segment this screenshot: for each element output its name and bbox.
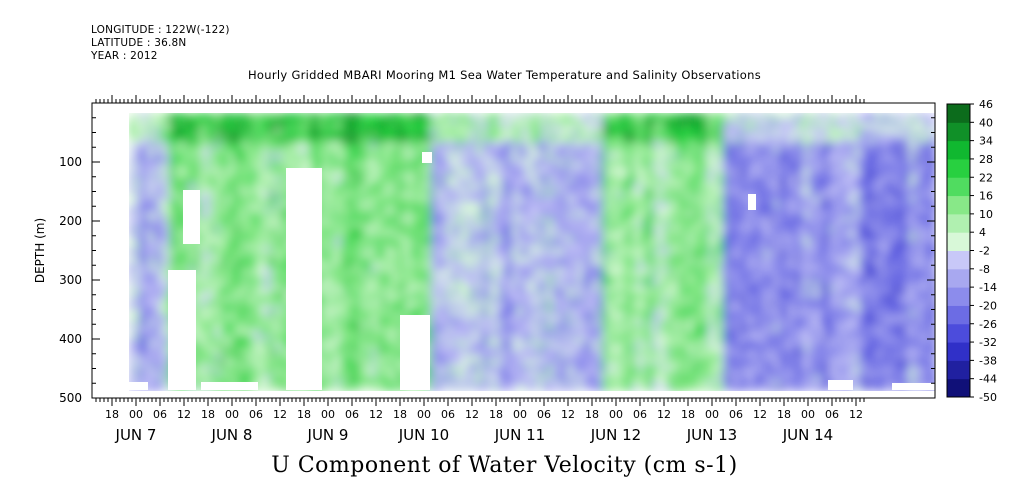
- x-hour-tick-label: 18: [393, 408, 407, 421]
- colorbar-swatch: [947, 177, 970, 197]
- x-hour-tick-label: 06: [441, 408, 455, 421]
- x-hour-tick-label: 06: [825, 408, 839, 421]
- colorbar-swatch: [947, 140, 970, 160]
- colorbar-swatch: [947, 268, 970, 288]
- x-hour-tick-label: 12: [177, 408, 191, 421]
- x-day-label: JUN 13: [686, 426, 737, 444]
- x-hour-tick-label: 06: [345, 408, 359, 421]
- colorbar-swatch: [947, 305, 970, 325]
- x-hour-tick-label: 18: [201, 408, 215, 421]
- colorbar-label: -44: [979, 373, 997, 386]
- x-hour-tick-label: 12: [849, 408, 863, 421]
- colorbar-label: -38: [979, 354, 997, 367]
- colorbar: 46 40 34 28 22 16 10 4 -2 -8 -14 -20 -26 -32 -38 -44 -50: [946, 98, 997, 404]
- x-hour-tick-label: 18: [777, 408, 791, 421]
- colorbar-label: 46: [979, 98, 993, 111]
- colorbar-label: -2: [979, 245, 990, 258]
- colorbar-label: 10: [979, 208, 993, 221]
- colorbar-label: 28: [979, 153, 993, 166]
- colorbar-swatch: [947, 378, 970, 398]
- x-hour-tick-label: 00: [417, 408, 431, 421]
- colorbar-label: -32: [979, 336, 997, 349]
- colorbar-swatch: [947, 213, 970, 233]
- colorbar-label: -20: [979, 299, 997, 312]
- colorbar-swatch: [947, 195, 970, 215]
- colorbar-swatch: [947, 342, 970, 361]
- chart-title: Hourly Gridded MBARI Mooring M1 Sea Wate…: [247, 68, 762, 82]
- year-label: YEAR : 2012: [91, 50, 158, 62]
- x-hour-tick-label: 12: [273, 408, 287, 421]
- x-hour-tick-label: 12: [753, 408, 767, 421]
- y-axis-label: DEPTH (m): [33, 218, 47, 283]
- y-tick-label: 400: [59, 332, 82, 346]
- colorbar-label: 4: [979, 226, 986, 239]
- colorbar-label: -8: [979, 263, 990, 276]
- x-hour-tick-label: 12: [561, 408, 575, 421]
- x-hour-tick-label: 00: [801, 408, 815, 421]
- colorbar-swatch: [947, 323, 970, 343]
- latitude-label: LATITUDE : 36.8N: [91, 37, 187, 49]
- colorbar-swatch: [947, 232, 970, 251]
- x-hour-tick-label: 18: [297, 408, 311, 421]
- x-hour-tick-label: 06: [153, 408, 167, 421]
- colorbar-swatch: [947, 122, 970, 142]
- x-hour-tick-label: 00: [609, 408, 623, 421]
- colorbar-swatch: [947, 158, 970, 178]
- colorbar-label: -50: [979, 391, 997, 404]
- colorbar-swatch: [947, 360, 970, 380]
- longitude-label: LONGITUDE : 122W(-122): [91, 24, 230, 36]
- x-axis-label: U Component of Water Velocity (cm s-1): [271, 453, 738, 478]
- x-hour-tick-label: 00: [129, 408, 143, 421]
- x-hour-tick-label: 00: [225, 408, 239, 421]
- x-day-label: JUN 11: [494, 426, 545, 444]
- x-hour-tick-label: 06: [249, 408, 263, 421]
- colorbar-label: -26: [979, 318, 997, 331]
- y-tick-label: 100: [59, 155, 82, 169]
- heatmap-field: [129, 103, 935, 391]
- colorbar-swatch: [947, 287, 970, 306]
- x-day-label: JUN 7: [115, 426, 157, 444]
- colorbar-label: 34: [979, 135, 993, 148]
- x-day-label: JUN 10: [398, 426, 449, 444]
- x-hour-tick-label: 00: [513, 408, 527, 421]
- x-hour-tick-label: 12: [369, 408, 383, 421]
- x-hour-tick-label: 18: [489, 408, 503, 421]
- colorbar-swatch: [947, 104, 970, 123]
- colorbar-label: 16: [979, 190, 993, 203]
- colorbar-swatch: [947, 250, 970, 270]
- x-hour-tick-label: 06: [729, 408, 743, 421]
- colorbar-label: 22: [979, 171, 993, 184]
- x-hour-tick-label: 00: [705, 408, 719, 421]
- x-day-label: JUN 12: [590, 426, 641, 444]
- x-hour-tick-label: 12: [465, 408, 479, 421]
- x-hour-tick-label: 18: [585, 408, 599, 421]
- x-hour-tick-label: 18: [681, 408, 695, 421]
- y-tick-label: 300: [59, 273, 82, 287]
- colorbar-label: -14: [979, 281, 997, 294]
- x-hour-tick-label: 06: [633, 408, 647, 421]
- x-day-label: JUN 14: [782, 426, 833, 444]
- colorbar-label: 40: [979, 116, 993, 129]
- y-tick-label: 500: [59, 391, 82, 405]
- x-day-label: JUN 8: [211, 426, 253, 444]
- x-hour-tick-label: 18: [105, 408, 119, 421]
- axes: 18 00 06 12 18 00 06 12 18 00 06 12 18 00 06 12 18 00 06 12…: [33, 95, 936, 444]
- x-hour-tick-label: 06: [537, 408, 551, 421]
- x-hour-tick-label: 00: [321, 408, 335, 421]
- x-hour-tick-label: 12: [657, 408, 671, 421]
- x-day-label: JUN 9: [307, 426, 349, 444]
- y-tick-label: 200: [59, 214, 82, 228]
